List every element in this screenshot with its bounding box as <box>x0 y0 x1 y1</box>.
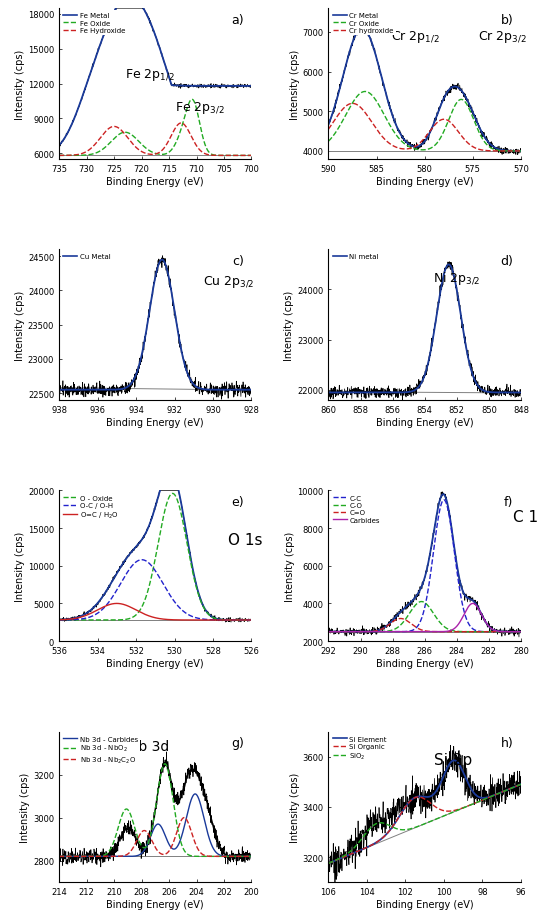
Text: Cr 2p$_{3/2}$: Cr 2p$_{3/2}$ <box>477 29 526 44</box>
Legend: Cr Metal, Cr Oxide, Cr hydroxide: Cr Metal, Cr Oxide, Cr hydroxide <box>331 11 396 36</box>
Legend: Ni metal: Ni metal <box>331 252 381 262</box>
Legend: Fe Metal, Fe Oxide, Fe Hydroxide: Fe Metal, Fe Oxide, Fe Hydroxide <box>61 11 127 36</box>
Text: h): h) <box>500 736 513 749</box>
Y-axis label: Intensity (cps): Intensity (cps) <box>20 772 30 842</box>
X-axis label: Binding Energy (eV): Binding Energy (eV) <box>376 417 474 427</box>
Y-axis label: Intensity (cps): Intensity (cps) <box>289 772 300 842</box>
Y-axis label: Intensity (cps): Intensity (cps) <box>15 531 25 601</box>
Text: f): f) <box>504 495 513 508</box>
Y-axis label: Intensity (cps): Intensity (cps) <box>285 290 294 360</box>
Text: c): c) <box>232 255 244 267</box>
Text: b): b) <box>500 14 513 27</box>
Text: e): e) <box>231 495 244 508</box>
Y-axis label: Intensity (cps): Intensity (cps) <box>285 531 295 601</box>
Legend: Nb 3d - Carbides, Nb 3d - NbO$_2$, Nb 3d - Nb$_2$C$_2$O: Nb 3d - Carbides, Nb 3d - NbO$_2$, Nb 3d… <box>61 733 140 767</box>
Text: C 1s: C 1s <box>513 510 537 525</box>
X-axis label: Binding Energy (eV): Binding Energy (eV) <box>106 176 204 187</box>
X-axis label: Binding Energy (eV): Binding Energy (eV) <box>376 176 474 187</box>
Y-axis label: Intensity (cps): Intensity (cps) <box>15 290 25 360</box>
Y-axis label: Intensity (cps): Intensity (cps) <box>289 50 300 119</box>
Text: Nb 3d: Nb 3d <box>128 739 169 754</box>
Text: Fe 2p$_{1/2}$: Fe 2p$_{1/2}$ <box>125 67 175 83</box>
Y-axis label: Intensity (cps): Intensity (cps) <box>15 50 25 119</box>
X-axis label: Binding Energy (eV): Binding Energy (eV) <box>106 417 204 427</box>
Legend: Cu Metal: Cu Metal <box>61 252 113 262</box>
X-axis label: Binding Energy (eV): Binding Energy (eV) <box>106 899 204 909</box>
Text: Ni 2p$_{3/2}$: Ni 2p$_{3/2}$ <box>433 270 480 287</box>
Text: Cr 2p$_{1/2}$: Cr 2p$_{1/2}$ <box>391 29 440 44</box>
Text: a): a) <box>231 14 244 27</box>
X-axis label: Binding Energy (eV): Binding Energy (eV) <box>376 899 474 909</box>
X-axis label: Binding Energy (eV): Binding Energy (eV) <box>376 658 474 668</box>
Text: g): g) <box>231 736 244 749</box>
Legend: C-C, C-O, C=O, Carbides: C-C, C-O, C=O, Carbides <box>331 493 382 526</box>
Text: O 1s: O 1s <box>228 532 263 547</box>
Text: Cu 2p$_{3/2}$: Cu 2p$_{3/2}$ <box>204 274 255 289</box>
Text: Si 2p: Si 2p <box>434 752 473 766</box>
Legend: O - Oxide, O-C / O-H, O=C / H$_2$O: O - Oxide, O-C / O-H, O=C / H$_2$O <box>61 493 121 522</box>
X-axis label: Binding Energy (eV): Binding Energy (eV) <box>106 658 204 668</box>
Legend: Si Element, Si Organic, SiO$_2$: Si Element, Si Organic, SiO$_2$ <box>331 733 389 763</box>
Text: Fe 2p$_{3/2}$: Fe 2p$_{3/2}$ <box>175 101 224 116</box>
Text: d): d) <box>500 255 513 267</box>
